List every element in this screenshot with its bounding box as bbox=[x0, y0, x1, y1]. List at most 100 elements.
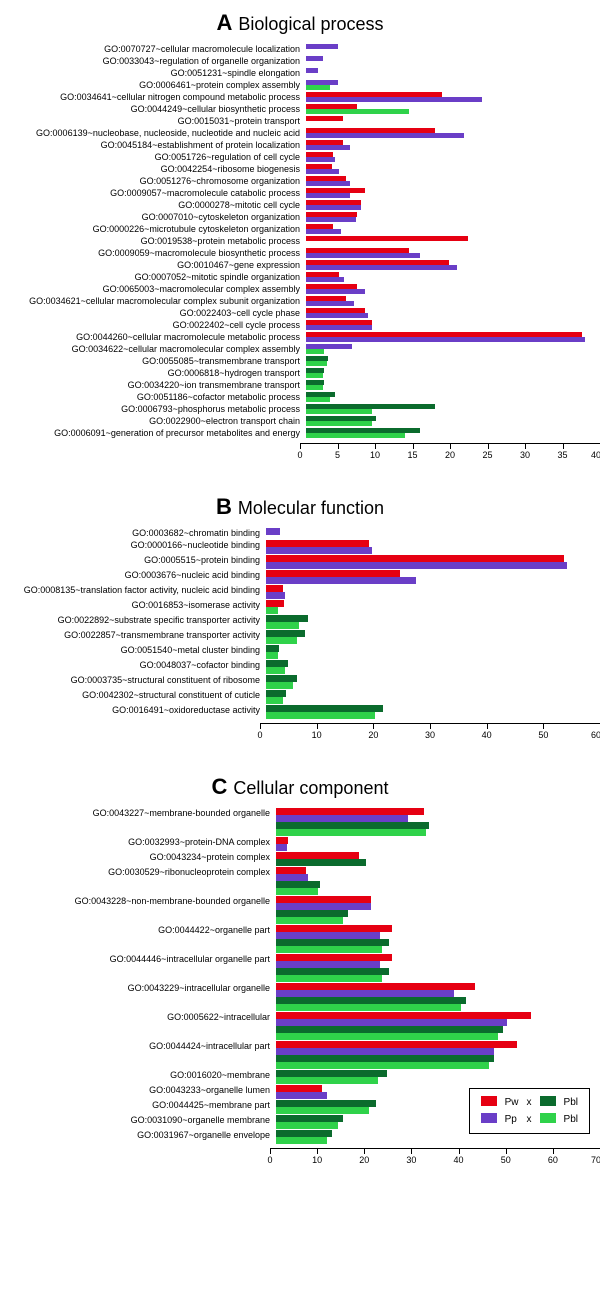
chart-row: GO:0042254~ribosome biogenesis bbox=[0, 164, 600, 175]
chart-row: GO:0009059~macromolecule biosynthetic pr… bbox=[0, 248, 600, 259]
row-label: GO:0031967~organelle envelope bbox=[0, 1130, 276, 1141]
row-label: GO:0007010~cytoskeleton organization bbox=[0, 212, 306, 223]
chart-row: GO:0051186~cofactor metabolic process bbox=[0, 392, 600, 403]
row-bars bbox=[276, 852, 600, 866]
tick-label: 20 bbox=[368, 730, 378, 740]
bar bbox=[306, 421, 372, 426]
bar bbox=[306, 193, 350, 198]
bar bbox=[306, 277, 344, 282]
bar bbox=[306, 145, 350, 150]
row-label: GO:0006139~nucleobase, nucleoside, nucle… bbox=[0, 128, 306, 139]
bar bbox=[276, 1085, 322, 1092]
tick-label: 30 bbox=[406, 1155, 416, 1165]
row-bars bbox=[276, 837, 600, 851]
panel-title: ABiological process bbox=[0, 10, 600, 36]
bar bbox=[266, 637, 297, 644]
tick-label: 0 bbox=[267, 1155, 272, 1165]
legend-swatch bbox=[481, 1113, 497, 1123]
row-bars bbox=[306, 188, 600, 198]
bar bbox=[266, 585, 283, 592]
bar bbox=[266, 675, 297, 682]
row-label: GO:0043234~protein complex bbox=[0, 852, 276, 863]
axis-tick bbox=[364, 1149, 365, 1154]
row-bars bbox=[276, 896, 600, 924]
bar bbox=[276, 990, 454, 997]
legend: PwxPblPpxPbl bbox=[469, 1088, 590, 1134]
bar bbox=[306, 169, 339, 174]
chart-row: GO:0051540~metal cluster binding bbox=[0, 645, 600, 659]
axis-tick bbox=[459, 1149, 460, 1154]
bar bbox=[276, 1062, 489, 1069]
bar bbox=[276, 1100, 376, 1107]
bar bbox=[306, 133, 464, 138]
bar bbox=[276, 932, 380, 939]
axis-spacer bbox=[0, 443, 300, 464]
tick-label: 30 bbox=[520, 450, 530, 460]
axis-tick bbox=[506, 1149, 507, 1154]
tick-label: 30 bbox=[425, 730, 435, 740]
bar bbox=[276, 925, 392, 932]
bar bbox=[266, 682, 293, 689]
row-bars bbox=[266, 630, 600, 644]
bar bbox=[266, 690, 286, 697]
bar bbox=[306, 116, 343, 121]
row-label: GO:0016853~isomerase activity bbox=[0, 600, 266, 611]
chart-row: GO:0008135~translation factor activity, … bbox=[0, 585, 600, 599]
chart-row: GO:0022857~transmembrane transporter act… bbox=[0, 630, 600, 644]
bar bbox=[306, 157, 335, 162]
bar bbox=[276, 946, 382, 953]
row-bars bbox=[306, 392, 600, 402]
bar bbox=[276, 881, 320, 888]
row-bars bbox=[306, 248, 600, 258]
row-bars bbox=[306, 152, 600, 162]
panel-title-text: Biological process bbox=[238, 14, 383, 34]
legend-swatch bbox=[540, 1096, 556, 1106]
panel-B: BMolecular functionGO:0003682~chromatin … bbox=[0, 494, 600, 744]
bar bbox=[276, 1077, 378, 1084]
row-bars bbox=[306, 140, 600, 150]
bar bbox=[276, 1041, 517, 1048]
figure-root: ABiological processGO:0070727~cellular m… bbox=[0, 10, 600, 1169]
row-label: GO:0044446~intracellular organelle part bbox=[0, 954, 276, 965]
legend-label: Pbl bbox=[561, 1095, 581, 1110]
row-label: GO:0042254~ribosome biogenesis bbox=[0, 164, 306, 175]
row-label: GO:0005622~intracellular bbox=[0, 1012, 276, 1023]
bar bbox=[306, 253, 420, 258]
row-bars bbox=[276, 808, 600, 836]
row-label: GO:0016020~membrane bbox=[0, 1070, 276, 1081]
chart-row: GO:0005622~intracellular bbox=[0, 1012, 600, 1040]
panel-C: CCellular componentGO:0043227~membrane-b… bbox=[0, 774, 600, 1169]
bar bbox=[306, 236, 468, 241]
bar bbox=[306, 313, 368, 318]
bar bbox=[306, 289, 365, 294]
bar bbox=[276, 867, 306, 874]
bar bbox=[266, 667, 285, 674]
bar bbox=[276, 968, 389, 975]
bar bbox=[306, 325, 372, 330]
tick-label: 0 bbox=[257, 730, 262, 740]
bar bbox=[276, 859, 366, 866]
axis-tick bbox=[373, 724, 374, 729]
tick-label: 50 bbox=[538, 730, 548, 740]
tick-label: 20 bbox=[445, 450, 455, 460]
axis-tick bbox=[450, 444, 451, 449]
axis-area: 0102030405060% bbox=[0, 723, 600, 744]
row-label: GO:0034220~ion transmembrane transport bbox=[0, 380, 306, 391]
chart-row: GO:0065003~macromolecular complex assemb… bbox=[0, 284, 600, 295]
chart-row: GO:0044422~organelle part bbox=[0, 925, 600, 953]
row-label: GO:0043227~membrane-bounded organelle bbox=[0, 808, 276, 819]
row-bars bbox=[306, 56, 600, 61]
row-label: GO:0043229~intracellular organelle bbox=[0, 983, 276, 994]
chart-row: GO:0016020~membrane bbox=[0, 1070, 600, 1084]
row-bars bbox=[266, 690, 600, 704]
legend-x: x bbox=[524, 1095, 535, 1110]
tick-label: 5 bbox=[335, 450, 340, 460]
chart-row: GO:0016491~oxidoreductase activity bbox=[0, 705, 600, 719]
row-bars bbox=[306, 272, 600, 282]
tick-label: 35 bbox=[557, 450, 567, 460]
bar bbox=[306, 68, 318, 73]
row-bars bbox=[266, 615, 600, 629]
bar bbox=[276, 822, 429, 829]
row-bars bbox=[306, 428, 600, 438]
chart-row: GO:0030529~ribonucleoprotein complex bbox=[0, 867, 600, 895]
